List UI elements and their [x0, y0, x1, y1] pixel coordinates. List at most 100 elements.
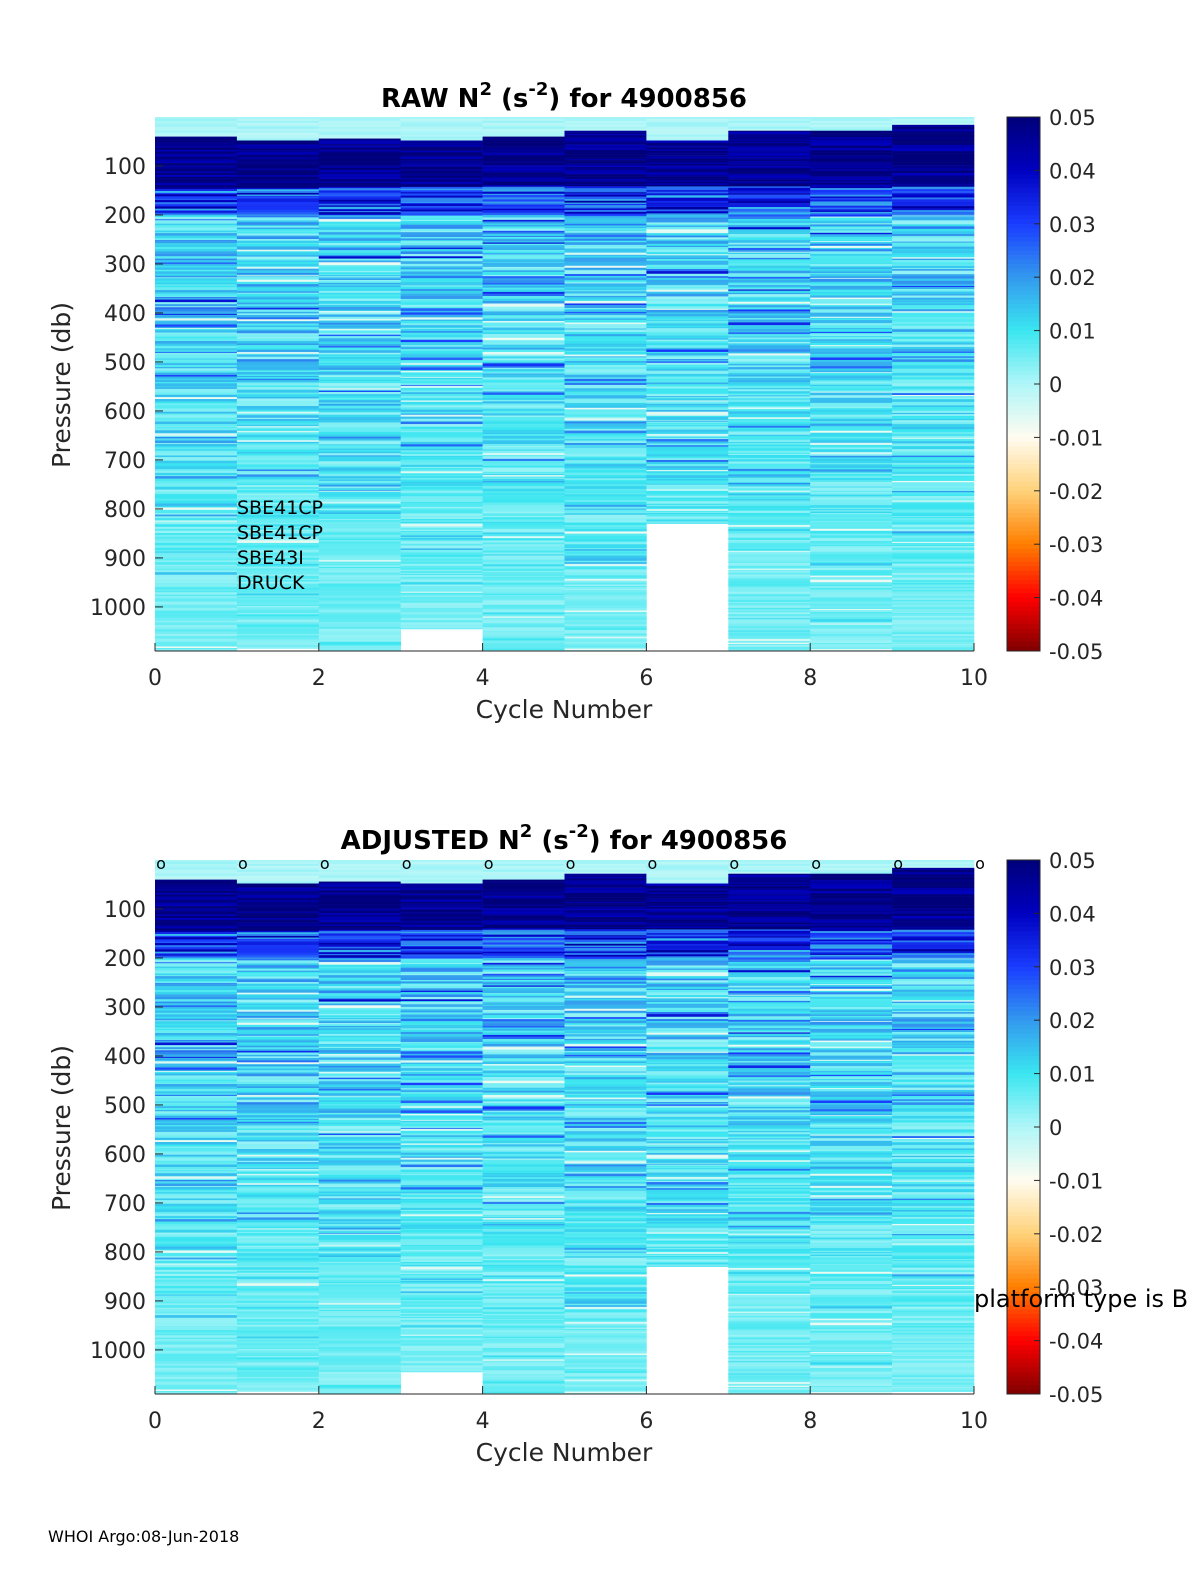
- n2-cell: [400, 1130, 483, 1134]
- n2-cell: [236, 1290, 320, 1294]
- n2-cell: [564, 1075, 647, 1078]
- n2-cell: [318, 1316, 401, 1319]
- n2-cell: [482, 1106, 565, 1110]
- n2-cell: [400, 346, 483, 349]
- n2-cell: [318, 264, 401, 267]
- n2-cell: [482, 1116, 565, 1119]
- n2-cell: [646, 245, 729, 248]
- n2-cell: [810, 615, 893, 618]
- n2-cell: [318, 588, 401, 591]
- n2-cell: [728, 427, 811, 430]
- n2-cell: [728, 181, 811, 184]
- n2-cell: [646, 278, 729, 281]
- n2-cell: [564, 892, 647, 896]
- n2-cell: [155, 505, 238, 508]
- n2-cell: [318, 999, 401, 1002]
- n2-cell: [810, 346, 893, 349]
- n2-cell: [646, 215, 729, 218]
- n2-cell: [564, 537, 647, 540]
- n2-cell: [564, 1209, 647, 1212]
- n2-cell: [564, 1108, 647, 1111]
- n2-cell: [564, 370, 647, 373]
- n2-cell: [400, 1218, 483, 1220]
- n2-cell: [155, 594, 238, 597]
- n2-cell: [482, 900, 565, 904]
- n2-cell: [236, 983, 320, 987]
- n2-cell: [400, 945, 483, 948]
- n2-cell: [564, 546, 647, 549]
- n2-cell: [155, 226, 238, 229]
- x-axis-raw: 0 2 4 6 8 10: [148, 643, 988, 691]
- n2-cell: [236, 540, 320, 544]
- n2-cell: [892, 601, 975, 604]
- n2-cell: [236, 915, 320, 917]
- n2-cell: [400, 591, 483, 594]
- n2-cell: [810, 120, 893, 124]
- n2-cell: [400, 562, 483, 565]
- n2-cell: [728, 263, 811, 266]
- n2-cell: [318, 962, 401, 966]
- n2-cell: [318, 1283, 401, 1285]
- n2-cell: [400, 1322, 483, 1325]
- n2-cell: [810, 198, 893, 200]
- n2-cell: [892, 429, 975, 433]
- n2-cell: [155, 124, 238, 128]
- x-tick-label: 10: [960, 666, 988, 691]
- n2-cell: [236, 1188, 320, 1191]
- n2-cell: [892, 215, 975, 217]
- n2-cell: [236, 293, 320, 297]
- n2-cell: [318, 583, 401, 586]
- n2-cell: [564, 1145, 647, 1149]
- n2-cell: [482, 450, 565, 454]
- n2-cell: [646, 388, 729, 391]
- n2-cell: [892, 604, 975, 608]
- n2-cell: [810, 561, 893, 564]
- n2-cell: [482, 882, 565, 885]
- n2-cell: [564, 515, 647, 519]
- n2-cell: [318, 234, 401, 238]
- n2-cell: [564, 480, 647, 484]
- n2-cell: [728, 234, 811, 237]
- n2-cell: [482, 1373, 565, 1376]
- n2-cell: [564, 1071, 647, 1073]
- n2-cell: [400, 1302, 483, 1306]
- n2-cell: [318, 1160, 401, 1164]
- n2-cell: [236, 128, 320, 132]
- n2-cell: [155, 1163, 238, 1165]
- n2-cell: [482, 640, 565, 643]
- n2-cell: [318, 1207, 401, 1210]
- n2-cell: [892, 434, 975, 436]
- n2-cell: [400, 209, 483, 212]
- n2-cell: [892, 642, 975, 645]
- n2-cell: [400, 922, 483, 926]
- n2-cell: [155, 994, 238, 997]
- n2-cell: [482, 1048, 565, 1050]
- n2-cell: [236, 570, 320, 573]
- n2-cell: [646, 180, 729, 183]
- n2-cell: [400, 1295, 483, 1298]
- n2-cell: [236, 1214, 320, 1217]
- n2-cell: [155, 973, 238, 975]
- n2-cell: [810, 245, 893, 249]
- n2-cell: [236, 948, 320, 951]
- n2-cell: [400, 130, 483, 133]
- n2-cell: [318, 532, 401, 535]
- n2-cell: [400, 512, 483, 514]
- n2-cell: [236, 1236, 320, 1239]
- n2-cell: [155, 249, 238, 252]
- n2-cell: [564, 261, 647, 264]
- n2-cell: [155, 149, 238, 152]
- colorbar-swatch: [1007, 530, 1040, 536]
- n2-cell: [564, 237, 647, 240]
- n2-cell: [236, 1046, 320, 1048]
- n2-cell: [318, 491, 401, 495]
- n2-cell: [482, 519, 565, 523]
- n2-cell: [646, 338, 729, 340]
- n2-cell: [482, 557, 565, 561]
- n2-cell: [155, 1259, 238, 1262]
- n2-cell: [155, 509, 238, 512]
- n2-cell: [155, 1317, 238, 1321]
- n2-cell: [318, 466, 401, 468]
- n2-cell: [236, 375, 320, 378]
- colorbar-swatch: [1007, 295, 1040, 300]
